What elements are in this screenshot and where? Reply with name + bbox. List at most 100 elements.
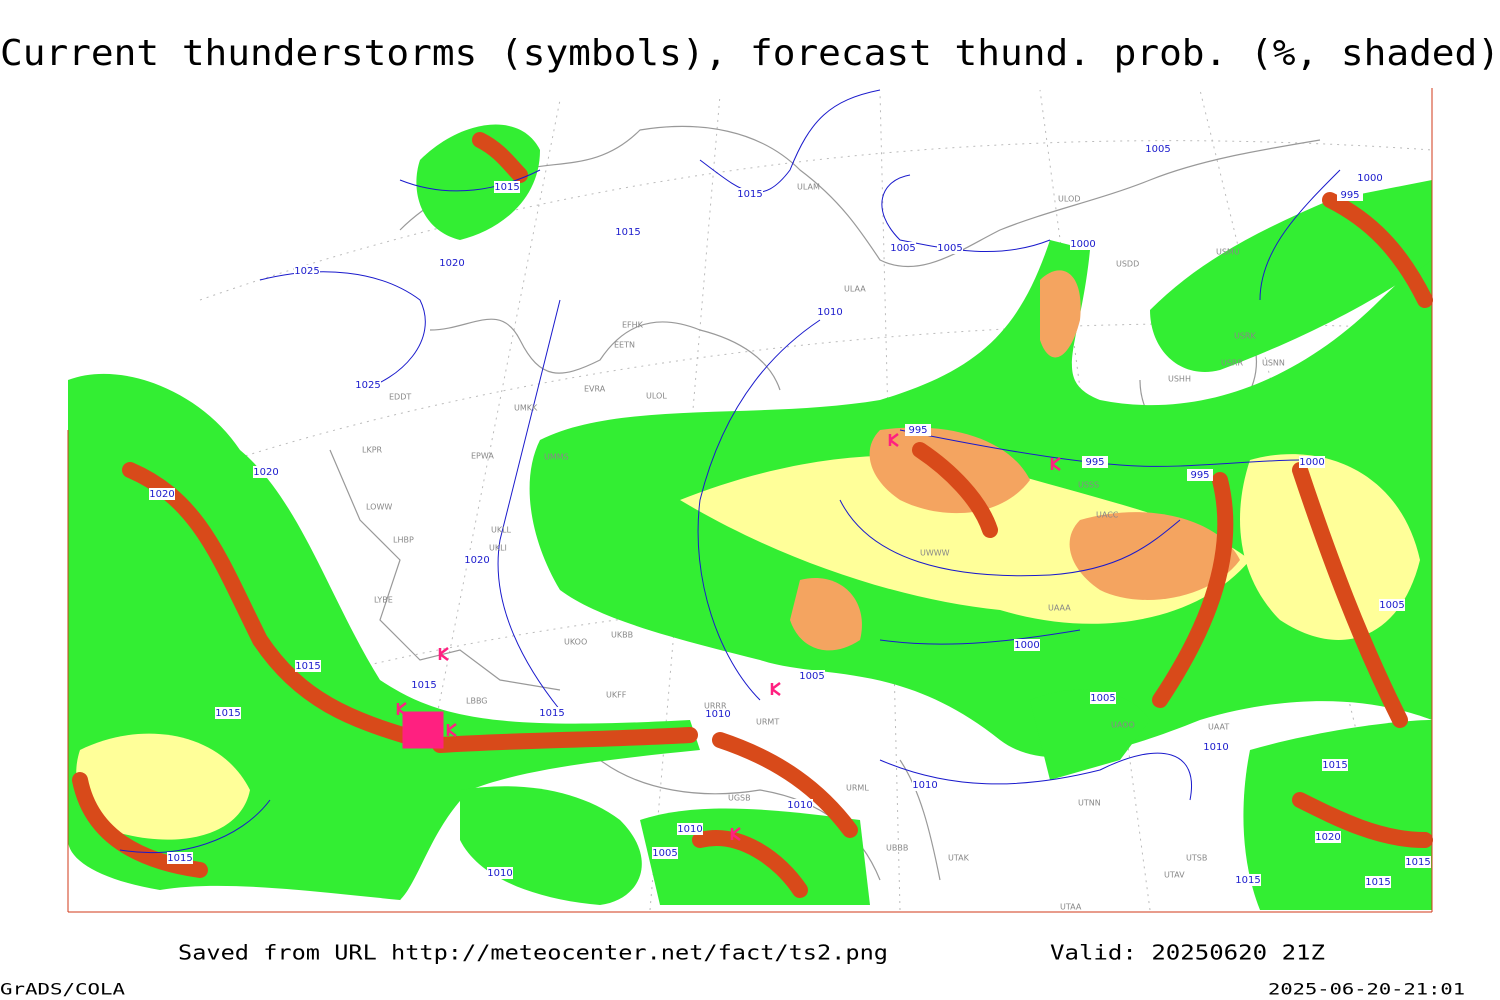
station-label: UTAV [1164, 871, 1185, 880]
software: GrADS/COLA [0, 980, 125, 999]
station-label: UMKK [514, 404, 538, 413]
isobar-label-bg [1203, 741, 1229, 753]
isobar-label-bg [799, 670, 825, 682]
isobar-label-bg [295, 660, 321, 672]
isobar-labels: 1015 1015 1015 1020 1025 1025 1005 1000 995 1005 1… [149, 143, 1431, 888]
isobar-label: 1015 [411, 680, 436, 691]
station-label: UGSB [728, 794, 751, 803]
isobar-label: 1010 [912, 780, 937, 791]
prob-very-high [72, 132, 1433, 898]
isobar-label: 1005 [799, 671, 824, 682]
isobar-label-bg [355, 379, 381, 391]
station-label: LKPR [362, 446, 383, 455]
isobar-label-bg [1379, 599, 1405, 611]
station-label: USMU [1216, 248, 1240, 257]
storm-symbols [396, 433, 1061, 841]
isobar-label-bg [1082, 456, 1108, 468]
storm-symbol [446, 723, 457, 737]
isobar-label: 1015 [215, 708, 240, 719]
station-label: ULAA [844, 285, 866, 294]
station-label: ULOD [1058, 195, 1080, 204]
isobar-label-bg [1235, 874, 1261, 886]
isobar-label-bg [1070, 238, 1096, 250]
station-label: ULOL [646, 392, 667, 401]
station-label: UWWW [920, 549, 950, 558]
station-label: LHBP [393, 536, 414, 545]
isobar-label: 1015 [1405, 857, 1430, 868]
isobar-label-bg [1405, 856, 1431, 868]
isobar-label: 1000 [1014, 640, 1039, 651]
isobar-label: 1020 [464, 555, 489, 566]
station-label: UAOO [1111, 721, 1135, 730]
map-area: 1015 1015 1015 1020 1025 1025 1005 1000 995 1005 1… [67, 88, 1433, 913]
isobar-label: 1015 [615, 227, 640, 238]
isobar-label-bg [1145, 143, 1171, 155]
source-url: Saved from URL http://meteocenter.net/fa… [178, 941, 888, 965]
isobar-label-bg [439, 257, 465, 269]
isobar-label: 1015 [295, 661, 320, 672]
storm-symbol [438, 647, 449, 661]
isobar-label: 1010 [705, 709, 730, 720]
isobar-label: 995 [1190, 470, 1209, 481]
isobar-label-bg [253, 466, 279, 478]
isobar-label-bg [1322, 759, 1348, 771]
isobar-label: 1010 [677, 824, 702, 835]
isobar-label: 1015 [1235, 875, 1260, 886]
isobar-label-bg [294, 265, 320, 277]
station-label: USSS [1078, 481, 1099, 490]
isobar-label-bg [1090, 692, 1116, 704]
isobar-label-bg [215, 707, 241, 719]
isobar-label-bg [705, 708, 731, 720]
isobar-label: 1020 [253, 467, 278, 478]
isobar-label-bg [1337, 189, 1363, 201]
isobar-label: 1015 [1365, 877, 1390, 888]
station-label: UACC [1096, 511, 1119, 520]
isobar-label: 1020 [149, 489, 174, 500]
station-label: LBBG [466, 697, 488, 706]
station-label: EETN [614, 341, 635, 350]
isobar-label: 1005 [1090, 693, 1115, 704]
isobar-label: 1010 [487, 868, 512, 879]
isobar-label: 1005 [890, 243, 915, 254]
isobar-label-bg [937, 242, 963, 254]
isobar-label-bg [652, 847, 678, 859]
isobar-label-bg [1187, 469, 1213, 481]
station-label: UTNN [1078, 799, 1101, 808]
station-label: URMT [756, 718, 779, 727]
station-label: UKFF [606, 691, 627, 700]
valid-time: Valid: 20250620 21Z [1050, 941, 1325, 965]
isobar-label-bg [1365, 876, 1391, 888]
station-label: UKBB [611, 631, 633, 640]
station-label: UKOO [564, 638, 587, 647]
isobar-label: 1000 [1070, 239, 1095, 250]
isobar-label-bg [1315, 831, 1341, 843]
station-label: USNN [1262, 359, 1285, 368]
isobar-label: 1005 [1379, 600, 1404, 611]
storm-cluster [402, 711, 444, 749]
station-label: USRK [1234, 332, 1256, 341]
isobar-label: 1005 [1145, 144, 1170, 155]
storm-symbol [396, 702, 407, 716]
isobar-label: 1015 [167, 853, 192, 864]
storm-symbol [1050, 457, 1061, 471]
isobar-label: 1015 [737, 189, 762, 200]
isobar-label: 995 [908, 425, 927, 436]
isobar-label-bg [905, 424, 931, 436]
timestamp: 2025-06-20-21:01 [1268, 980, 1465, 999]
isobar-label-bg [149, 488, 175, 500]
isobar-label-bg [912, 779, 938, 791]
station-labels: ULAM ULOD USDD USMU ULAA EFHK EETN EVRA ULOL UMKK… [362, 183, 1285, 912]
station-label: LOWW [366, 503, 392, 512]
isobar-label: 1000 [1357, 173, 1382, 184]
isobar-label-bg [167, 852, 193, 864]
station-label: USRR [1221, 359, 1243, 368]
isobar-label: 1005 [652, 848, 677, 859]
station-label: UTAK [948, 854, 970, 863]
station-label: UKLL [491, 526, 512, 535]
station-label: UKLI [489, 544, 507, 553]
isobar-label-bg [787, 799, 813, 811]
station-label: USHH [1168, 375, 1191, 384]
